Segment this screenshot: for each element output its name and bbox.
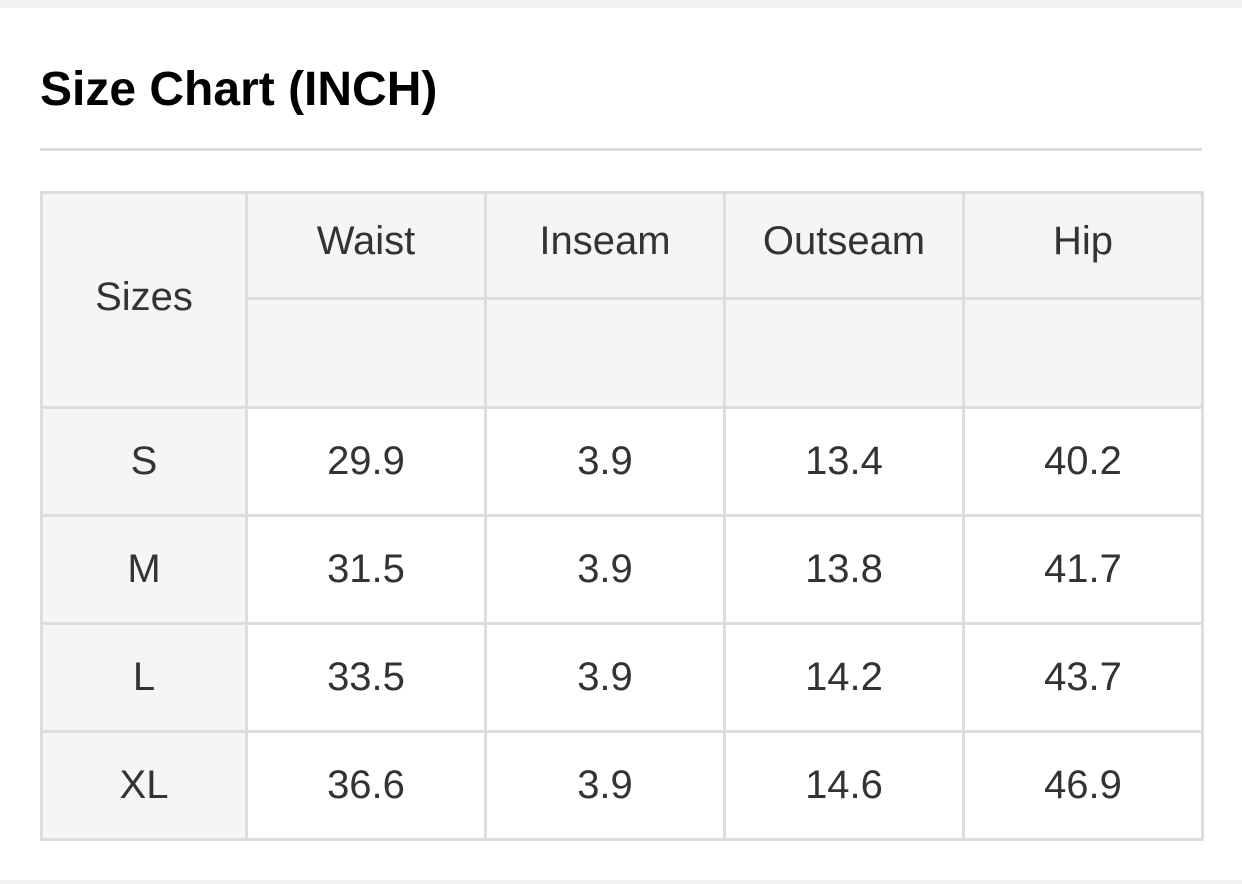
column-header-waist: Waist <box>245 191 487 300</box>
corner-header-sizes: Sizes <box>40 191 248 409</box>
inseam-value: 3.9 <box>484 514 726 625</box>
hip-value: 46.9 <box>962 730 1204 841</box>
hip-value: 41.7 <box>962 514 1204 625</box>
subheader-cell <box>245 297 487 409</box>
hip-value: 43.7 <box>962 622 1204 733</box>
inseam-value: 3.9 <box>484 622 726 733</box>
column-header-hip: Hip <box>962 191 1204 300</box>
subheader-cell <box>484 297 726 409</box>
page-title: Size Chart (INCH) <box>40 63 438 116</box>
subheader-cell <box>962 297 1204 409</box>
subheader-cell <box>723 297 965 409</box>
table-subheader-row <box>42 297 1204 409</box>
waist-value: 31.5 <box>245 514 487 625</box>
outseam-value: 13.4 <box>723 406 965 517</box>
outseam-value: 13.8 <box>723 514 965 625</box>
waist-value: 29.9 <box>245 406 487 517</box>
inseam-value: 3.9 <box>484 730 726 841</box>
column-header-outseam: Outseam <box>723 191 965 300</box>
inseam-value: 3.9 <box>484 406 726 517</box>
size-chart-card: Size Chart (INCH) Sizes Waist Inseam Out… <box>0 8 1242 880</box>
column-header-inseam: Inseam <box>484 191 726 300</box>
waist-value: 36.6 <box>245 730 487 841</box>
table-row: XL 36.6 3.9 14.6 46.9 <box>40 730 1204 841</box>
table-row: S 29.9 3.9 13.4 40.2 <box>40 406 1204 517</box>
outseam-value: 14.6 <box>723 730 965 841</box>
hip-value: 40.2 <box>962 406 1204 517</box>
size-label: XL <box>40 730 248 841</box>
size-label: S <box>40 406 248 517</box>
size-label: L <box>40 622 248 733</box>
size-label: M <box>40 514 248 625</box>
size-table: Sizes Waist Inseam Outseam Hip S 29.9 3.… <box>40 191 1204 841</box>
table-row: L 33.5 3.9 14.2 43.7 <box>40 622 1204 733</box>
table-header-row: Sizes Waist Inseam Outseam Hip <box>40 191 1204 409</box>
title-divider <box>40 148 1202 151</box>
outseam-value: 14.2 <box>723 622 965 733</box>
waist-value: 33.5 <box>245 622 487 733</box>
table-row: M 31.5 3.9 13.8 41.7 <box>40 514 1204 625</box>
